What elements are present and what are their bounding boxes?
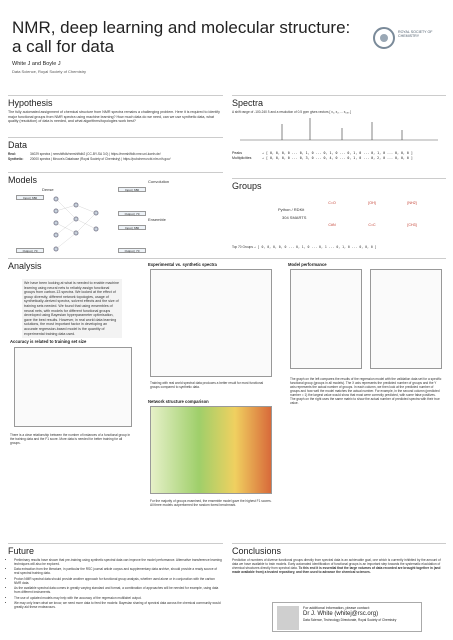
emphasis: To this end it is essential that the lar…: [232, 566, 441, 574]
group-names: C=O [OH] [NH2] C#N C=C [CH3]: [312, 191, 442, 235]
group-name: [NH2]: [407, 201, 417, 205]
section-title: Future: [8, 546, 35, 556]
layer-box: Output | 70: [16, 248, 44, 253]
vector: → [ 0, 0, 0, 0 ... 0, 1, 0 ... 0, 1, 0 .…: [262, 151, 413, 155]
analysis: Analysis We have been looking at what is…: [8, 258, 446, 538]
contact-intro: For additional information, please conta…: [303, 606, 370, 610]
affiliation: Data Science, Royal Society of Chemistry: [12, 69, 87, 74]
note: For the majority of groups examined, the…: [150, 499, 272, 507]
bullet-list: Preliminary results have shown that pre-…: [8, 558, 223, 609]
hypothesis: Hypothesis The fully automated assignmen…: [8, 95, 223, 124]
section-title: Data: [8, 140, 28, 150]
chart-title: Experimental vs. synthetic spectra: [148, 262, 217, 267]
text: Prediction of numbers of diverse functio…: [232, 558, 446, 574]
bullet: Data extraction from the literature, in …: [14, 567, 223, 575]
model-label: Dense: [42, 187, 54, 192]
data-row: Synthetic: 20000 spectra | Mnova's Databa…: [8, 157, 223, 161]
layer-box: Input | 680: [118, 225, 146, 230]
text: A shift range of -100-240 δ and a resolu…: [232, 110, 352, 114]
label: Top 70 Groups: [232, 245, 253, 249]
header: NMR, deep learning and molecular structu…: [12, 18, 352, 74]
bullet: We may only learn what we know, we need …: [14, 601, 223, 609]
group-name: C#N: [328, 223, 336, 227]
layer-box: Output | 70: [118, 211, 146, 216]
row-text: 34029 spectra | nmrshiftdb/nmrshiftdb2 (…: [30, 152, 161, 156]
layer-box: Input | 680: [118, 187, 146, 192]
layer-box: Input | 680: [16, 195, 44, 200]
row-label: Real:: [8, 152, 16, 156]
chart-frame: [370, 269, 442, 369]
vector-rows: Peaks → [ 0, 0, 0, 0 ... 0, 1, 0 ... 0, 1…: [232, 151, 446, 161]
text: We have been looking at what is needed t…: [22, 279, 122, 339]
chart-title: Network structure comparison: [148, 399, 209, 404]
bullet: Proton NMR spectral data should provide …: [14, 577, 223, 585]
spectrum-sketch: [240, 118, 438, 141]
contact: For additional information, please conta…: [272, 602, 422, 632]
logo-text: ROYAL SOCIETY OF CHEMISTRY: [398, 30, 433, 39]
bullet: The use of updated models may help with …: [14, 596, 223, 600]
data-rows: Real: 34029 spectra | nmrshiftdb/nmrshift…: [8, 152, 223, 161]
data-row: Real: 34029 spectra | nmrshiftdb/nmrshift…: [8, 152, 223, 156]
section-title: Hypothesis: [8, 98, 53, 108]
section-title: Spectra: [232, 98, 264, 108]
contact-name: Dr J. White (whitej@rsc.org): [303, 611, 379, 617]
chart-frame: [290, 269, 362, 369]
note: The graph on the left compares the resul…: [290, 377, 442, 405]
conclusions: Conclusions Prediction of numbers of div…: [232, 543, 446, 638]
text: The fully automated assignment of chemic…: [8, 110, 220, 124]
group-name: C=C: [368, 223, 376, 227]
chart-frame: [14, 347, 132, 427]
chart-title: Model performance: [288, 262, 327, 267]
note: Training with real world spectral data p…: [150, 381, 264, 389]
section-title: Analysis: [8, 261, 42, 271]
groups: Groups C=O [OH] [NH2] C#N C=C [CH3] Python / …: [232, 178, 446, 254]
contact-dept: Data Science, Technology Directorate, Ro…: [303, 618, 397, 622]
layer-box: Output | 70: [118, 248, 146, 253]
future: Future Preliminary results have shown th…: [8, 543, 223, 638]
logo-mark: [373, 27, 395, 49]
model-label: Ensemble: [148, 217, 166, 222]
note: There is a clear relationship between th…: [10, 433, 131, 445]
row-label: Multiplicities: [232, 156, 252, 160]
group-name: [CH3]: [407, 223, 417, 227]
vector: → [ 0, 0, 0, 0, 0 ... 0, 1, 0 ... 0, 1 .…: [253, 245, 377, 249]
chart-title: Accuracy is related to training set size: [10, 339, 87, 344]
section-title: Conclusions: [232, 546, 282, 556]
group-name: [OH]: [368, 201, 376, 205]
group-name: C=O: [328, 201, 336, 205]
section-title: Groups: [232, 181, 262, 191]
section-title: Models: [8, 175, 38, 185]
authors: White J and Boyle J: [12, 61, 61, 67]
logo: ROYAL SOCIETY OF CHEMISTRY: [372, 20, 434, 60]
row-text: 20000 spectra | Mnova's Database (Royal …: [30, 157, 171, 161]
title: NMR, deep learning and molecular structu…: [12, 18, 351, 56]
bullet: Preliminary results have shown that pre-…: [14, 558, 223, 566]
row-label: Synthetic:: [8, 157, 24, 161]
chart-frame: [150, 269, 272, 377]
bullet: As the available spectral data comes in …: [14, 586, 223, 594]
data: Data Real: 34029 spectra | nmrshiftdb/nmr…: [8, 137, 223, 162]
group-vector: Top 70 Groups → [ 0, 0, 0, 0, 0 ... 0, 1…: [232, 245, 446, 249]
smarts: 304 SMARTS: [282, 215, 307, 220]
vector-row: Multiplicities → [ 0, 0, 0, 0 ... 0, 3, 0…: [232, 156, 446, 161]
text: Prediction of numbers of diverse functio…: [232, 558, 441, 570]
row-label: Peaks: [232, 151, 242, 155]
vector: → [ 0, 0, 0, 0 ... 0, 3, 0 ... 0, 4, 0 .…: [262, 156, 413, 160]
model-label: Convolution: [148, 179, 170, 184]
heatmap-frame: [150, 406, 272, 494]
vector-row: Peaks → [ 0, 0, 0, 0 ... 0, 1, 0 ... 0, 1…: [232, 151, 446, 156]
tool: Python / RDKit: [278, 207, 305, 212]
spectra: Spectra A shift range of -100-240 δ and …: [232, 95, 446, 170]
dense-net: [53, 196, 99, 252]
models: Models Dense Convolution Ensemble Input …: [8, 172, 223, 254]
photo: [277, 606, 299, 630]
